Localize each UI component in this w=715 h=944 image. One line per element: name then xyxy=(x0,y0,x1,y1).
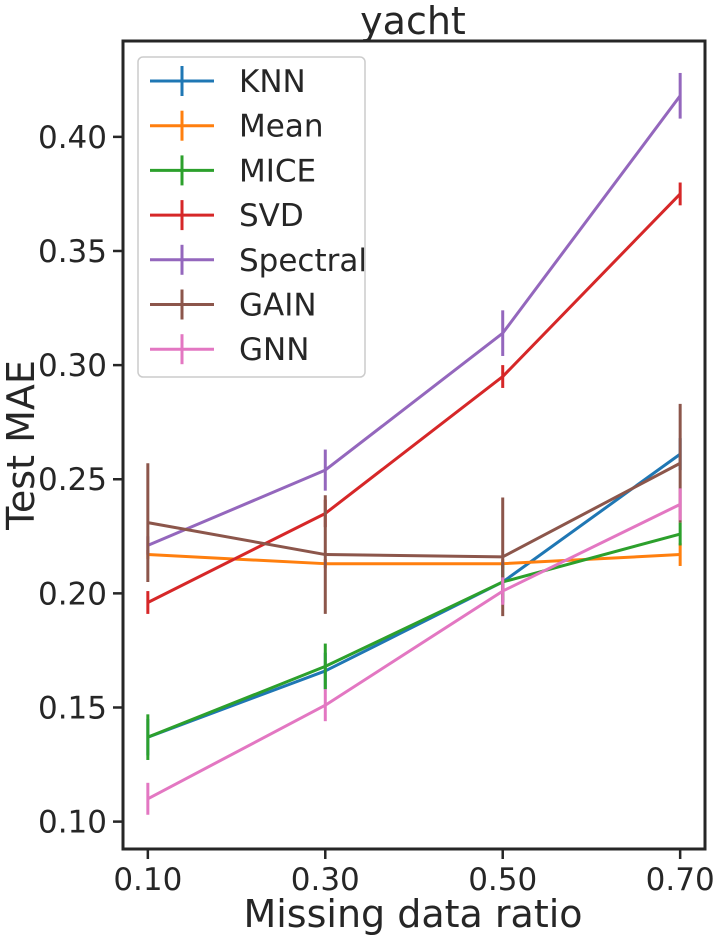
series-line-spectral xyxy=(147,94,682,547)
x-axis-label: Missing data ratio xyxy=(243,892,582,936)
y-axis-label: Test MAE xyxy=(0,360,43,531)
y-tick-label: 0.35 xyxy=(38,234,107,270)
legend-label: Mean xyxy=(239,109,323,145)
x-tick-label: 0.10 xyxy=(113,862,182,898)
series-line-knn xyxy=(147,452,682,739)
y-tick-label: 0.40 xyxy=(38,120,107,156)
x-tick-label: 0.70 xyxy=(646,862,715,898)
y-tick-label: 0.20 xyxy=(38,576,107,612)
legend-item-gnn: GNN xyxy=(150,332,309,368)
legend: KNN Mean MICE SVD Spectral GAIN GNN xyxy=(137,56,367,378)
y-tick-label: 0.10 xyxy=(38,805,107,841)
legend-item-spectral: Spectral xyxy=(150,243,367,279)
series-line-gain xyxy=(147,461,681,559)
series-line-mice xyxy=(147,532,681,739)
legend-item-mean: Mean xyxy=(150,109,323,145)
legend-label: SVD xyxy=(239,198,304,234)
x-tick-label: 0.50 xyxy=(468,862,537,898)
y-axis: 0.10 0.15 0.20 0.25 0.30 0.35 0.40 xyxy=(38,120,123,841)
plot-frame xyxy=(121,39,707,851)
legend-label: KNN xyxy=(239,64,306,100)
chart-title: yacht xyxy=(360,0,466,43)
series-line-gnn xyxy=(147,502,681,801)
series-gnn xyxy=(146,488,682,815)
legend-item-knn: KNN xyxy=(150,64,306,100)
x-tick-label: 0.30 xyxy=(291,862,360,898)
legend-item-svd: SVD xyxy=(150,198,304,234)
legend-box xyxy=(137,56,366,378)
legend-item-gain: GAIN xyxy=(150,288,317,324)
y-tick-label: 0.30 xyxy=(38,348,107,384)
x-axis: 0.10 0.30 0.50 0.70 xyxy=(113,849,715,898)
legend-item-mice: MICE xyxy=(150,153,316,189)
legend-label: MICE xyxy=(239,153,316,189)
legend-label: Spectral xyxy=(239,243,367,279)
series-line-svd xyxy=(147,192,682,604)
y-tick-label: 0.15 xyxy=(38,690,107,726)
y-tick-label: 0.25 xyxy=(38,462,107,498)
legend-label: GNN xyxy=(239,332,309,368)
series-knn xyxy=(146,438,682,756)
legend-label: GAIN xyxy=(239,288,317,324)
plot-area xyxy=(146,72,682,815)
